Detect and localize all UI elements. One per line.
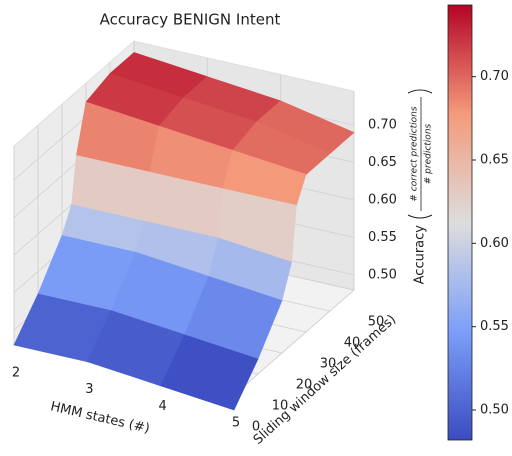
- colorbar-tick-label: 0.50: [480, 403, 509, 418]
- z-tick-label: 0.50: [368, 268, 397, 283]
- colorbar-tick-label: 0.60: [480, 236, 509, 251]
- x-tick-label: 5: [232, 416, 240, 431]
- colorbar-tick-label: 0.70: [480, 69, 509, 84]
- x-tick-label: 3: [85, 382, 93, 397]
- y-tick-label: 20: [296, 378, 313, 393]
- z-tick-label: 0.55: [368, 230, 397, 245]
- chart-title: Accuracy BENIGN Intent: [100, 11, 281, 29]
- x-tick-label: 2: [12, 366, 20, 381]
- plot-3d: [12, 40, 356, 411]
- y-tick-label: 50: [368, 315, 385, 330]
- z-label-numerator: # correct predictions: [410, 106, 420, 201]
- y-tick-label: 0: [252, 420, 260, 435]
- z-tick-label: 0.65: [368, 155, 397, 170]
- z-label-text: Accuracy: [413, 225, 428, 285]
- colorbar-gradient: [447, 4, 473, 441]
- z-label-denominator: # predictions: [424, 123, 434, 184]
- parentheses: [407, 89, 433, 219]
- colorbar: 0.50 0.55 0.60 0.65 0.70: [447, 4, 509, 441]
- z-axis-label: Accuracy # correct predictions # predict…: [407, 89, 434, 285]
- grid-line: [233, 289, 355, 396]
- y-tick-label: 40: [344, 336, 361, 351]
- colorbar-tick-label: 0.65: [480, 153, 509, 168]
- x-axis-label: HMM states (#): [49, 399, 151, 436]
- colorbar-tick-label: 0.55: [480, 319, 509, 334]
- z-tick-label: 0.70: [368, 118, 397, 133]
- surface-face: [160, 334, 259, 411]
- z-tick-label: 0.60: [368, 193, 397, 208]
- y-tick-label: 10: [272, 399, 289, 414]
- y-tick-label: 30: [320, 357, 337, 372]
- x-tick-label: 4: [159, 399, 167, 414]
